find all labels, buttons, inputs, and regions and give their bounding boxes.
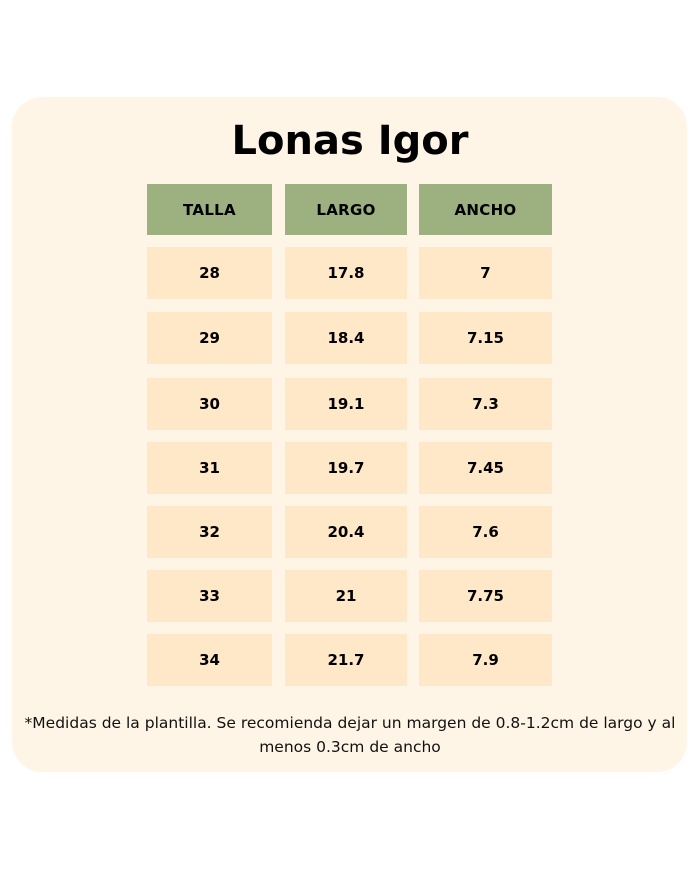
- table-cell-talla: 30: [147, 378, 272, 430]
- table-cell-largo: 20.4: [285, 506, 407, 558]
- table-cell-ancho: 7.3: [419, 378, 552, 430]
- table-cell-ancho: 7.75: [419, 570, 552, 622]
- table-header-ancho: ANCHO: [419, 184, 552, 235]
- table-cell-largo: 19.7: [285, 442, 407, 494]
- table-cell-talla: 33: [147, 570, 272, 622]
- table-cell-talla: 28: [147, 247, 272, 299]
- table-cell-talla: 34: [147, 634, 272, 686]
- table-cell-largo: 18.4: [285, 312, 407, 364]
- footnote: *Medidas de la plantilla. Se recomienda …: [24, 714, 676, 756]
- table-cell-talla: 32: [147, 506, 272, 558]
- table-cell-ancho: 7.6: [419, 506, 552, 558]
- table-header-largo: LARGO: [285, 184, 407, 235]
- table-header-talla: TALLA: [147, 184, 272, 235]
- page-title: Lonas Igor: [231, 118, 469, 164]
- table-cell-largo: 21: [285, 570, 407, 622]
- table-cell-largo: 21.7: [285, 634, 407, 686]
- table-cell-talla: 31: [147, 442, 272, 494]
- table-cell-ancho: 7: [419, 247, 552, 299]
- table-cell-ancho: 7.15: [419, 312, 552, 364]
- table-cell-talla: 29: [147, 312, 272, 364]
- table-cell-ancho: 7.9: [419, 634, 552, 686]
- table-cell-largo: 19.1: [285, 378, 407, 430]
- table-cell-ancho: 7.45: [419, 442, 552, 494]
- table-cell-largo: 17.8: [285, 247, 407, 299]
